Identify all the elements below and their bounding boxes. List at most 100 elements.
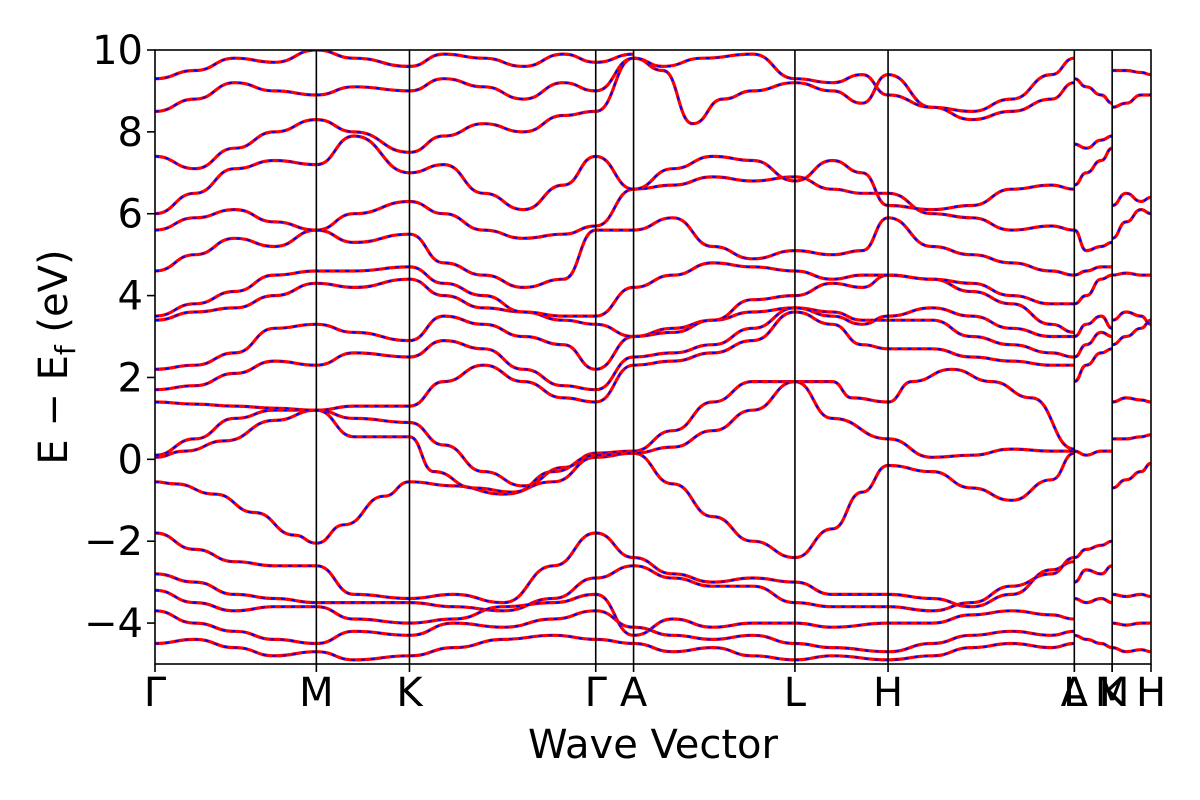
y-axis-ticks: −4 −2 0 2 4 6 8 10 (84, 28, 155, 647)
band-line-dashed (155, 609, 1075, 653)
y-tick-label: 10 (92, 28, 143, 74)
y-tick-label: 8 (118, 110, 143, 156)
y-tick-label: 6 (118, 192, 143, 238)
band-line-dashed (1111, 192, 1151, 207)
y-axis-title-sub: f (49, 344, 82, 355)
y-tick-label: 2 (118, 355, 143, 401)
band-41 (1112, 271, 1151, 277)
band-22 (1074, 596, 1113, 605)
band-29 (1073, 228, 1113, 253)
band-45 (1112, 68, 1151, 77)
x-tick-label: A (620, 670, 648, 716)
band-line-solid (1073, 314, 1113, 339)
y-axis-title-main: E − E (31, 355, 77, 465)
band-39 (1111, 318, 1151, 347)
band-line-dashed (155, 531, 1075, 608)
band-line-solid (155, 588, 1075, 637)
band-40 (1111, 310, 1151, 326)
band-line-dashed (1112, 462, 1151, 489)
band-14 (155, 531, 1075, 609)
band-34 (1112, 433, 1151, 441)
band-13 (155, 50, 634, 81)
band-line-dashed (1112, 433, 1151, 440)
band-line-dashed (1074, 135, 1113, 150)
band-line-dashed (155, 452, 1075, 559)
x-tick-label: K (396, 670, 424, 716)
band-32 (1074, 77, 1113, 105)
band-line-dashed (155, 380, 1075, 487)
band-line-solid (1074, 273, 1113, 306)
band-line-dashed (1074, 634, 1113, 649)
plot-frame (154, 49, 1152, 665)
band-line-dashed (155, 306, 1075, 391)
band-18 (155, 633, 1075, 662)
x-tick-label: K (1099, 670, 1127, 716)
band-line-dashed (155, 368, 1075, 494)
band-5 (155, 306, 1075, 371)
band-28 (1074, 265, 1113, 277)
high-symmetry-lines (315, 50, 1113, 664)
band-37 (1112, 621, 1151, 627)
band-line-dashed (155, 134, 1075, 215)
band-line-solid (155, 380, 1075, 488)
band-27 (1074, 273, 1113, 306)
band-line-solid (155, 609, 1075, 654)
band-lines (155, 50, 1151, 662)
y-tick-label: 4 (118, 274, 143, 320)
band-21 (1073, 564, 1113, 584)
band-line-dashed (155, 306, 1075, 371)
x-tick-label: M (1095, 670, 1130, 716)
band-line-solid (1073, 146, 1113, 187)
band-line-solid (1074, 134, 1113, 150)
band-line-solid (155, 367, 1075, 494)
band-26 (1073, 314, 1113, 339)
x-tick-label: H (1136, 670, 1166, 716)
band-35 (1112, 396, 1151, 404)
band-10 (155, 134, 1075, 216)
x-axis-ticks: Γ M K Γ A L H AL MK H (144, 664, 1166, 716)
x-tick-label: M (299, 670, 334, 716)
band-line-dashed (1074, 450, 1113, 457)
y-tick-label: 0 (118, 437, 143, 483)
band-17 (155, 609, 1075, 654)
x-tick-label: Γ (585, 670, 608, 716)
band-24 (1073, 347, 1113, 384)
band-line-dashed (1112, 593, 1151, 598)
band-line-dashed (1074, 597, 1113, 604)
y-axis-title-unit: (eV) (31, 249, 77, 345)
x-tick-label: H (873, 670, 903, 716)
band-25 (1073, 330, 1113, 359)
band-line-solid (1074, 539, 1113, 560)
band-line-dashed (155, 634, 1075, 661)
band-0 (155, 451, 1075, 560)
band-42 (1111, 207, 1151, 240)
band-line-dashed (1112, 319, 1151, 346)
band-line-dashed (155, 216, 1075, 289)
y-axis-title: E − Ef (eV) (31, 249, 82, 464)
x-tick-label: A (1061, 670, 1089, 716)
band-line-dashed (1112, 646, 1151, 653)
y-tick-label: −2 (84, 519, 143, 565)
band-line-dashed (1074, 77, 1113, 105)
band-line-solid (1111, 310, 1151, 326)
band-20 (1074, 539, 1113, 560)
band-line-solid (1111, 207, 1151, 240)
band-line-solid (1073, 564, 1113, 584)
band-38 (1112, 646, 1151, 654)
band-line-solid (155, 216, 1075, 290)
band-line-dashed (1112, 69, 1151, 76)
band-43 (1111, 191, 1151, 208)
band-19 (1074, 449, 1113, 457)
band-line-dashed (1074, 265, 1113, 277)
band-line-solid (1073, 330, 1113, 359)
band-44 (1112, 93, 1151, 109)
band-23 (1074, 633, 1113, 650)
band-33 (1111, 461, 1151, 490)
band-line-solid (155, 451, 1075, 560)
band-line-solid (155, 134, 1075, 216)
x-tick-label: L (784, 670, 807, 716)
band-line-dashed (1074, 540, 1113, 559)
band-36 (1112, 592, 1151, 599)
band-line-dashed (1112, 272, 1151, 277)
